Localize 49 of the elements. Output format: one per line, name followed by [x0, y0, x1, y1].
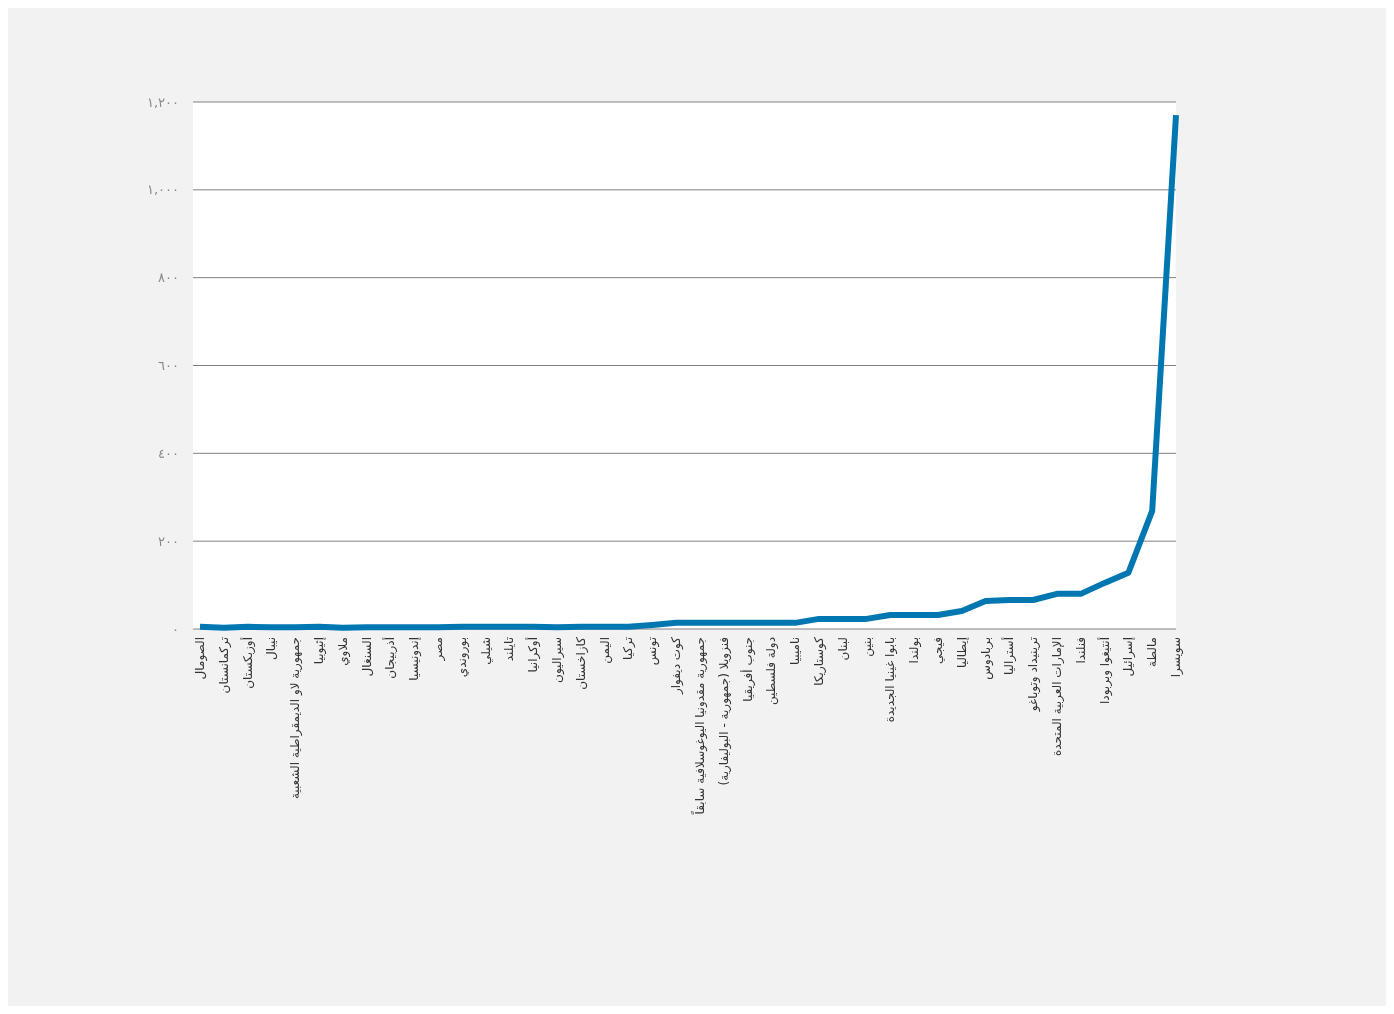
- x-tick-label: إثيوبيا: [312, 637, 328, 665]
- x-tick-label: جمهورية مقدونيا اليوغوسلافية سابقاً: [691, 637, 708, 815]
- x-tick-label: ملاوي: [335, 637, 351, 666]
- x-tick-label: الصومال: [193, 637, 208, 680]
- x-tick-label: أنتيغوا وبربودا: [1096, 637, 1113, 705]
- x-tick-label: جنوب أفريقيا: [739, 637, 756, 702]
- x-tick-label: ناميبيا: [788, 637, 803, 665]
- x-tick-label: تايلند: [502, 637, 517, 662]
- x-tick-label: أذربيجان: [382, 637, 399, 679]
- x-tick-label: إيطاليا: [954, 637, 969, 669]
- x-tick-label: إندونيسيا: [407, 637, 423, 681]
- x-tick-label: كازاخستان: [573, 636, 589, 690]
- x-tick-label: أوزبكستان: [239, 637, 256, 689]
- x-tick-label: جمهورية لاو الديمقراطية الشعبية: [288, 637, 304, 800]
- y-tick-label: ٢٠٠: [158, 533, 179, 549]
- x-tick-label: لبنان: [835, 637, 850, 661]
- x-tick-label: الإمارات العربية المتحدة: [1049, 637, 1065, 756]
- x-tick-label: أستراليا: [1001, 637, 1018, 675]
- x-tick-label: تونس: [645, 637, 661, 666]
- x-tick-label: شيلي: [478, 637, 493, 665]
- x-tick-label: كوستاريكا: [811, 636, 827, 686]
- y-tick-label: ٦٠٠: [158, 358, 179, 374]
- x-tick-label: إسرائيل: [1121, 637, 1137, 677]
- x-tick-label: مالطة: [1145, 637, 1160, 668]
- x-tick-label: بنين: [859, 637, 875, 657]
- x-tick-label: دولة فلسطين: [764, 637, 780, 706]
- y-tick-label: ١,٠٠٠: [146, 182, 179, 198]
- x-tick-label: سيراليون: [550, 637, 566, 683]
- y-tick-label: ٨٠٠: [158, 270, 179, 286]
- x-tick-label: ترينيداد وتوباغو: [1026, 637, 1042, 713]
- x-tick-label: سويسرا: [1169, 637, 1184, 678]
- x-tick-label: تركيا: [621, 637, 637, 660]
- x-tick-label: بربادوس: [978, 637, 994, 680]
- x-tick-label: بولندا: [907, 637, 923, 664]
- x-tick-label: فنزويلا (جمهورية - البوليفارية): [716, 637, 732, 786]
- y-tick-label: ٠: [172, 621, 179, 637]
- x-tick-label: كوت ديفوار: [669, 636, 685, 696]
- y-tick-label: ١,٢٠٠: [146, 94, 179, 110]
- y-tick-label: ٤٠٠: [158, 445, 179, 461]
- x-tick-label: اليمن: [597, 637, 613, 664]
- x-tick-label: فيجي: [930, 637, 945, 665]
- x-tick-label: بوروندي: [454, 637, 470, 678]
- x-tick-label: أوكرانيا: [525, 637, 542, 673]
- x-tick-label: فنلندا: [1073, 637, 1088, 664]
- x-tick-label: بابوا غينيا الجديدة: [883, 637, 899, 723]
- x-tick-label: تركمانستان: [216, 637, 232, 694]
- x-tick-label: مصر: [431, 637, 447, 662]
- x-tick-label: السنغال: [359, 637, 374, 677]
- x-tick-label: نيبال: [264, 637, 279, 660]
